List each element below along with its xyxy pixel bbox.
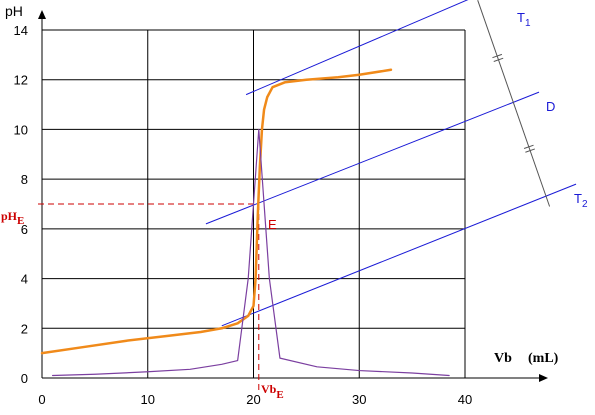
equivalence-point-label: E (268, 217, 277, 232)
x-axis-arrow (539, 374, 548, 382)
derivative-curve (51, 128, 450, 377)
vb-e-label: VbE (261, 382, 284, 401)
equal-mark (492, 53, 503, 59)
y-tick-label: 0 (21, 371, 28, 386)
equivalence-guides (38, 203, 260, 390)
label-T1: T1 (517, 10, 531, 29)
x-tick-label: 30 (352, 392, 366, 407)
y-tick-label: 10 (14, 122, 28, 137)
perpendicular-line (477, 0, 551, 207)
x-tick-label: 20 (246, 392, 260, 407)
ph-e-label: pHE (1, 209, 24, 227)
equal-mark (525, 148, 536, 153)
y-axis-label: pH (5, 3, 23, 19)
y-tick-label: 12 (14, 73, 28, 88)
x-axis-unit: (mL) (528, 351, 559, 366)
equal-mark (493, 57, 504, 62)
x-tick-label: 10 (141, 392, 155, 407)
y-tick-label: 4 (21, 272, 28, 287)
y-tick-label: 6 (21, 222, 28, 237)
equal-distance-marks (492, 53, 536, 153)
label-T2: T2 (574, 191, 588, 210)
tick-labels: 0 10 20 30 40 0 2 4 6 8 10 12 14 (14, 23, 473, 407)
titration-curve (40, 68, 393, 355)
y-tick-label: 2 (21, 321, 28, 336)
reference-line-labels: T1 D T2 (517, 10, 588, 210)
grid (38, 10, 548, 382)
y-tick-label: 14 (14, 23, 28, 38)
x-axis-label: Vb (494, 351, 512, 366)
tangent-line-D (205, 91, 540, 225)
reference-lines (205, 0, 577, 327)
series-curves (40, 68, 450, 377)
x-tick-label: 40 (458, 392, 472, 407)
label-D: D (546, 99, 555, 114)
tangent-line-T2 (221, 183, 577, 327)
y-axis-arrow (38, 10, 46, 19)
equal-mark (523, 144, 534, 149)
x-tick-label: 0 (38, 392, 45, 407)
y-tick-label: 8 (21, 172, 28, 187)
tangent-line-T1 (245, 0, 469, 96)
